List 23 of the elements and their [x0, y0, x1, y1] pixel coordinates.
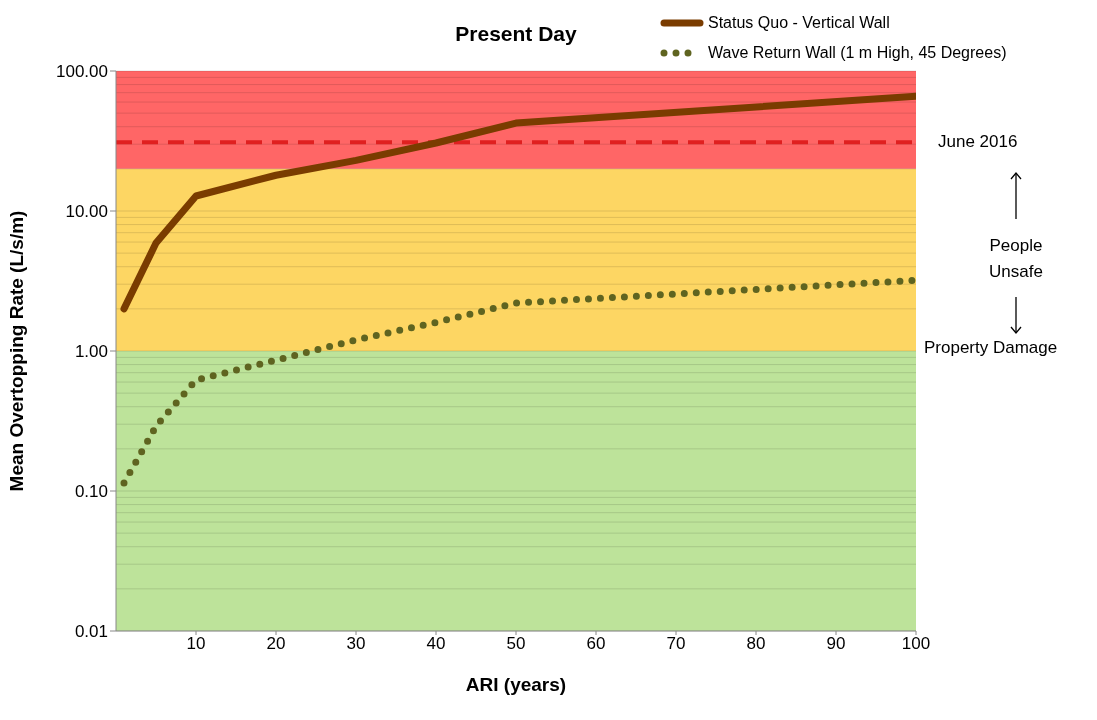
text: Property Damage [924, 338, 1058, 358]
x-axis-title: ARI (years) [465, 674, 567, 695]
x-tick-label: 40 [426, 634, 446, 654]
x-tick-label: 100 [901, 634, 931, 654]
chart-title: Present Day [455, 22, 577, 45]
y-tick-label: 0.10 [74, 482, 108, 502]
x-tick-label: 80 [746, 634, 766, 654]
legend-label: Wave Return Wall (1 m High, 45 Degrees) [708, 44, 1007, 62]
x-tick-label: 90 [826, 634, 846, 654]
x-tick-label: 70 [666, 634, 686, 654]
x-tick-label: 60 [586, 634, 606, 654]
y-tick-label: 100.00 [56, 62, 108, 82]
y-tick-label: 0.01 [74, 622, 108, 642]
legend-label: Status Quo - Vertical Wall [708, 14, 890, 32]
y-tick-label: 10.00 [65, 202, 108, 222]
y-axis-title: Mean Overtopping Rate (L/s/m) [5, 210, 27, 492]
text: People Unsafe [988, 235, 1044, 283]
x-tick-label: 20 [266, 634, 286, 654]
x-tick-label: 10 [186, 634, 206, 654]
y-tick-label: 1.00 [74, 342, 108, 362]
x-tick-label: 30 [346, 634, 366, 654]
ref-line-label: June 2016 [938, 132, 1018, 153]
x-tick-label: 50 [506, 634, 526, 654]
